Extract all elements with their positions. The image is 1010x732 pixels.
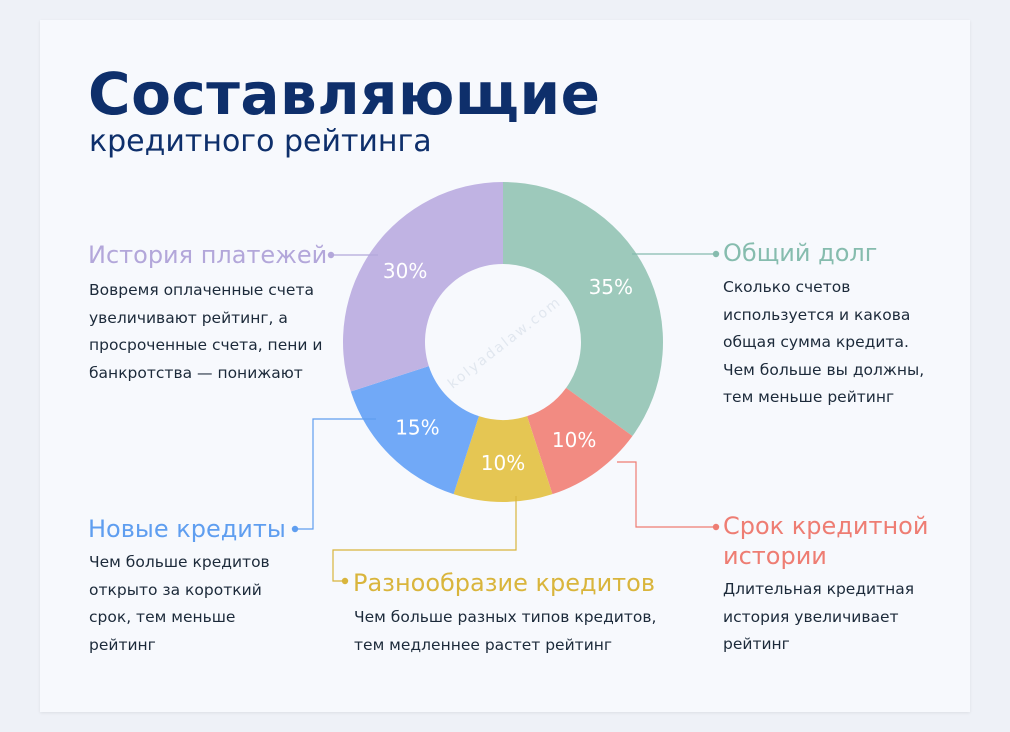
payment-history-line: увеличивают рейтинг, а: [89, 308, 288, 327]
payment-history-line: Вовремя оплаченные счета: [89, 281, 314, 299]
slice-percent-label: 10%: [481, 451, 525, 475]
total-debt-line: общая сумма кредита.: [723, 333, 909, 351]
total-debt-description: Сколько счетов используется и какова общ…: [723, 274, 924, 412]
donut-slice: [527, 387, 633, 495]
connector-line: [617, 461, 716, 528]
slice-percent-label: 15%: [395, 416, 439, 440]
payment-history-description: Вовремя оплаченные счета увеличивают рей…: [89, 277, 322, 387]
connector-dot: [327, 251, 335, 259]
connector-dot: [712, 523, 720, 531]
credit-mix-line: тем медленнее растет рейтинг: [354, 635, 613, 654]
payment-history-heading: История платежей: [88, 241, 328, 269]
donut-slice: [350, 366, 479, 495]
credit-mix-heading: Разнообразие кредитов: [353, 569, 655, 597]
history-length-heading-line: истории: [723, 542, 827, 570]
total-debt-line: Сколько счетов: [723, 278, 851, 296]
donut-slice: [343, 182, 503, 392]
history-length-line: рейтинг: [723, 635, 790, 653]
credit-mix-description: Чем больше разных типов кредитов, тем ме…: [354, 604, 656, 659]
connector-line: [332, 496, 517, 582]
infographic-card: [40, 20, 970, 712]
donut-slice: [503, 182, 663, 437]
total-debt-heading: Общий долг: [723, 239, 878, 267]
connector-dot: [712, 250, 720, 258]
payment-history-line: просроченные счета, пени и: [89, 336, 323, 354]
history-length-heading-line: Срок кредитной: [723, 512, 929, 540]
new-credits-line: рейтинг: [89, 635, 156, 654]
new-credits-description: Чем больше кредитов открыто за короткий …: [89, 549, 270, 659]
slice-percent-label: 30%: [383, 259, 427, 283]
new-credits-line: срок, тем меньше: [89, 608, 236, 626]
total-debt-line: Чем больше вы должны,: [723, 360, 925, 379]
history-length-line: Длительная кредитная: [723, 580, 915, 598]
new-credits-heading: Новые кредиты: [88, 515, 286, 543]
new-credits-line: Чем больше кредитов: [89, 553, 270, 571]
connector-line: [295, 418, 376, 530]
history-length-heading: Срок кредитной истории: [723, 511, 928, 571]
connector-dot: [291, 525, 299, 533]
connector-dot: [341, 577, 349, 585]
total-debt-line: используется и какова: [723, 305, 911, 324]
page-title: Составляющие: [88, 60, 601, 128]
history-length-description: Длительная кредитная история увеличивает…: [723, 576, 914, 659]
payment-history-line: банкротства — понижают: [89, 363, 303, 382]
slice-percent-label: 10%: [552, 428, 596, 452]
credit-mix-line: Чем больше разных типов кредитов,: [354, 608, 657, 626]
new-credits-line: открыто за короткий: [89, 580, 262, 599]
donut-slice: [453, 416, 553, 502]
page-subtitle: кредитного рейтинга: [89, 124, 432, 159]
slice-percent-label: 35%: [589, 275, 633, 299]
history-length-line: история увеличивает: [723, 607, 899, 626]
total-debt-line: тем меньше рейтинг: [723, 388, 895, 406]
